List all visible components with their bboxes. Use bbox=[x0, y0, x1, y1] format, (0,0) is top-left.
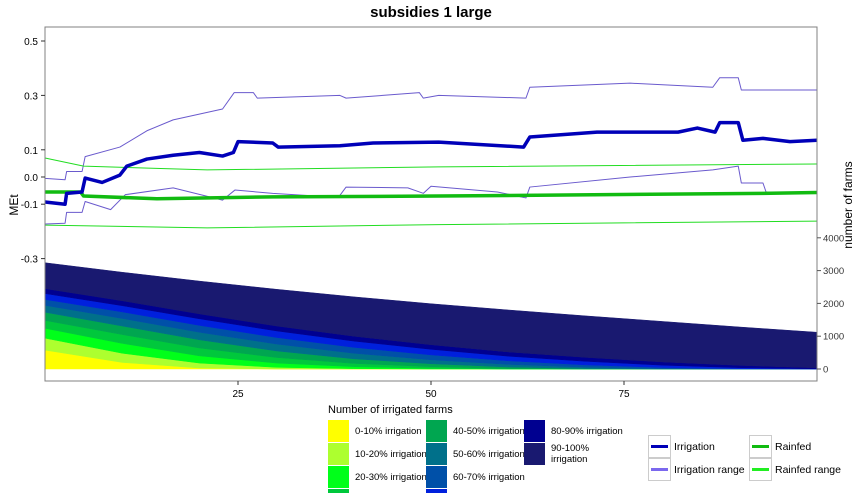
x-tick-label: 25 bbox=[232, 389, 244, 400]
series-line-irrigation-range bbox=[44, 165, 818, 225]
area-legend-item: 80-90% irrigation bbox=[524, 420, 623, 442]
line-legend: Irrigation Irrigation range Rainfed Rainfed… bbox=[648, 435, 861, 485]
legend-key bbox=[648, 435, 671, 458]
legend-swatch bbox=[426, 489, 447, 493]
legend-label: 40-50% irrigation bbox=[453, 425, 525, 437]
y-tick-label: 0.5 bbox=[24, 37, 38, 48]
y-axis-label: MEt bbox=[7, 194, 21, 216]
series-line-rainfed-range bbox=[44, 220, 818, 229]
y2-tick-label: 1000 bbox=[823, 332, 844, 343]
area-legend: 0-10% irrigation 10-20% irrigation 20-30% … bbox=[328, 420, 628, 493]
y2-axis-label: number of farms bbox=[841, 161, 855, 248]
series-line-irrigation-range bbox=[44, 77, 817, 181]
legend-label: Irrigation range bbox=[674, 463, 745, 476]
x-tick-label: 50 bbox=[425, 389, 437, 400]
legend-swatch bbox=[524, 443, 545, 465]
legend-key bbox=[749, 458, 772, 481]
y-tick-label: 0.1 bbox=[24, 146, 38, 157]
legend-label: 60-70% irrigation bbox=[453, 471, 525, 483]
legend-label: 90-100% irrigation bbox=[551, 443, 590, 465]
y-tick-label: 0.3 bbox=[24, 91, 38, 102]
axes: 0.5 0.3 0.1 0.0 -0.1 -0.3 0 1000 2000 3000 4000 25 5… bbox=[21, 37, 844, 400]
stacked-area-group bbox=[44, 262, 818, 370]
series-line-rainfed-range bbox=[44, 157, 818, 171]
line-legend-item: Rainfed bbox=[749, 435, 811, 458]
legend-swatch bbox=[328, 443, 349, 465]
legend-key bbox=[648, 458, 671, 481]
line-legend-item: Irrigation bbox=[648, 435, 715, 458]
legend-label: 0-10% irrigation bbox=[355, 425, 422, 437]
legend-label: 20-30% irrigation bbox=[355, 471, 427, 483]
series-line-rainfed bbox=[45, 190, 818, 201]
y2-tick-label: 0 bbox=[823, 365, 828, 376]
legend-label: Irrigation bbox=[674, 440, 715, 453]
line-legend-item: Irrigation range bbox=[648, 458, 745, 481]
y2-tick-label: 4000 bbox=[823, 233, 844, 244]
line-legend-item: Rainfed range bbox=[749, 458, 841, 481]
y2-tick-label: 3000 bbox=[823, 266, 844, 277]
area-legend-title: Number of irrigated farms bbox=[328, 404, 453, 416]
line-group bbox=[44, 77, 818, 229]
area-legend-item: 30-40% irrigation bbox=[328, 489, 427, 493]
y2-tick-label: 2000 bbox=[823, 299, 844, 310]
legend-label: 10-20% irrigation bbox=[355, 448, 427, 460]
area-legend-item: 10-20% irrigation bbox=[328, 443, 427, 465]
legend-label: Rainfed range bbox=[775, 463, 841, 476]
chart-title: subsidies 1 large bbox=[370, 4, 492, 21]
legend-label: Rainfed bbox=[775, 440, 812, 453]
legend-swatch bbox=[328, 466, 349, 488]
y-tick-label: -0.3 bbox=[21, 255, 39, 266]
legend-swatch bbox=[426, 466, 447, 488]
area-legend-item: 20-30% irrigation bbox=[328, 466, 427, 488]
area-legend-item: 40-50% irrigation bbox=[426, 420, 525, 442]
legend-key bbox=[749, 435, 772, 458]
legend-swatch bbox=[328, 420, 349, 442]
legend-label: 80-90% irrigation bbox=[551, 425, 623, 437]
area-legend-item: 0-10% irrigation bbox=[328, 420, 422, 442]
legend-swatch bbox=[524, 420, 545, 442]
y-tick-label: 0.0 bbox=[24, 173, 38, 184]
area-legend-item: 90-100% irrigation bbox=[524, 443, 628, 465]
legend-swatch bbox=[328, 489, 349, 493]
legend-swatch bbox=[426, 420, 447, 442]
legend-swatch bbox=[426, 443, 447, 465]
y-tick-label: -0.1 bbox=[21, 200, 39, 211]
area-legend-item: 70-80% irrigation bbox=[426, 489, 525, 493]
series-line-irrigation bbox=[44, 120, 818, 206]
x-tick-label: 75 bbox=[618, 389, 630, 400]
area-legend-item: 60-70% irrigation bbox=[426, 466, 525, 488]
area-legend-item: 50-60% irrigation bbox=[426, 443, 525, 465]
legend-label: 50-60% irrigation bbox=[453, 448, 525, 460]
